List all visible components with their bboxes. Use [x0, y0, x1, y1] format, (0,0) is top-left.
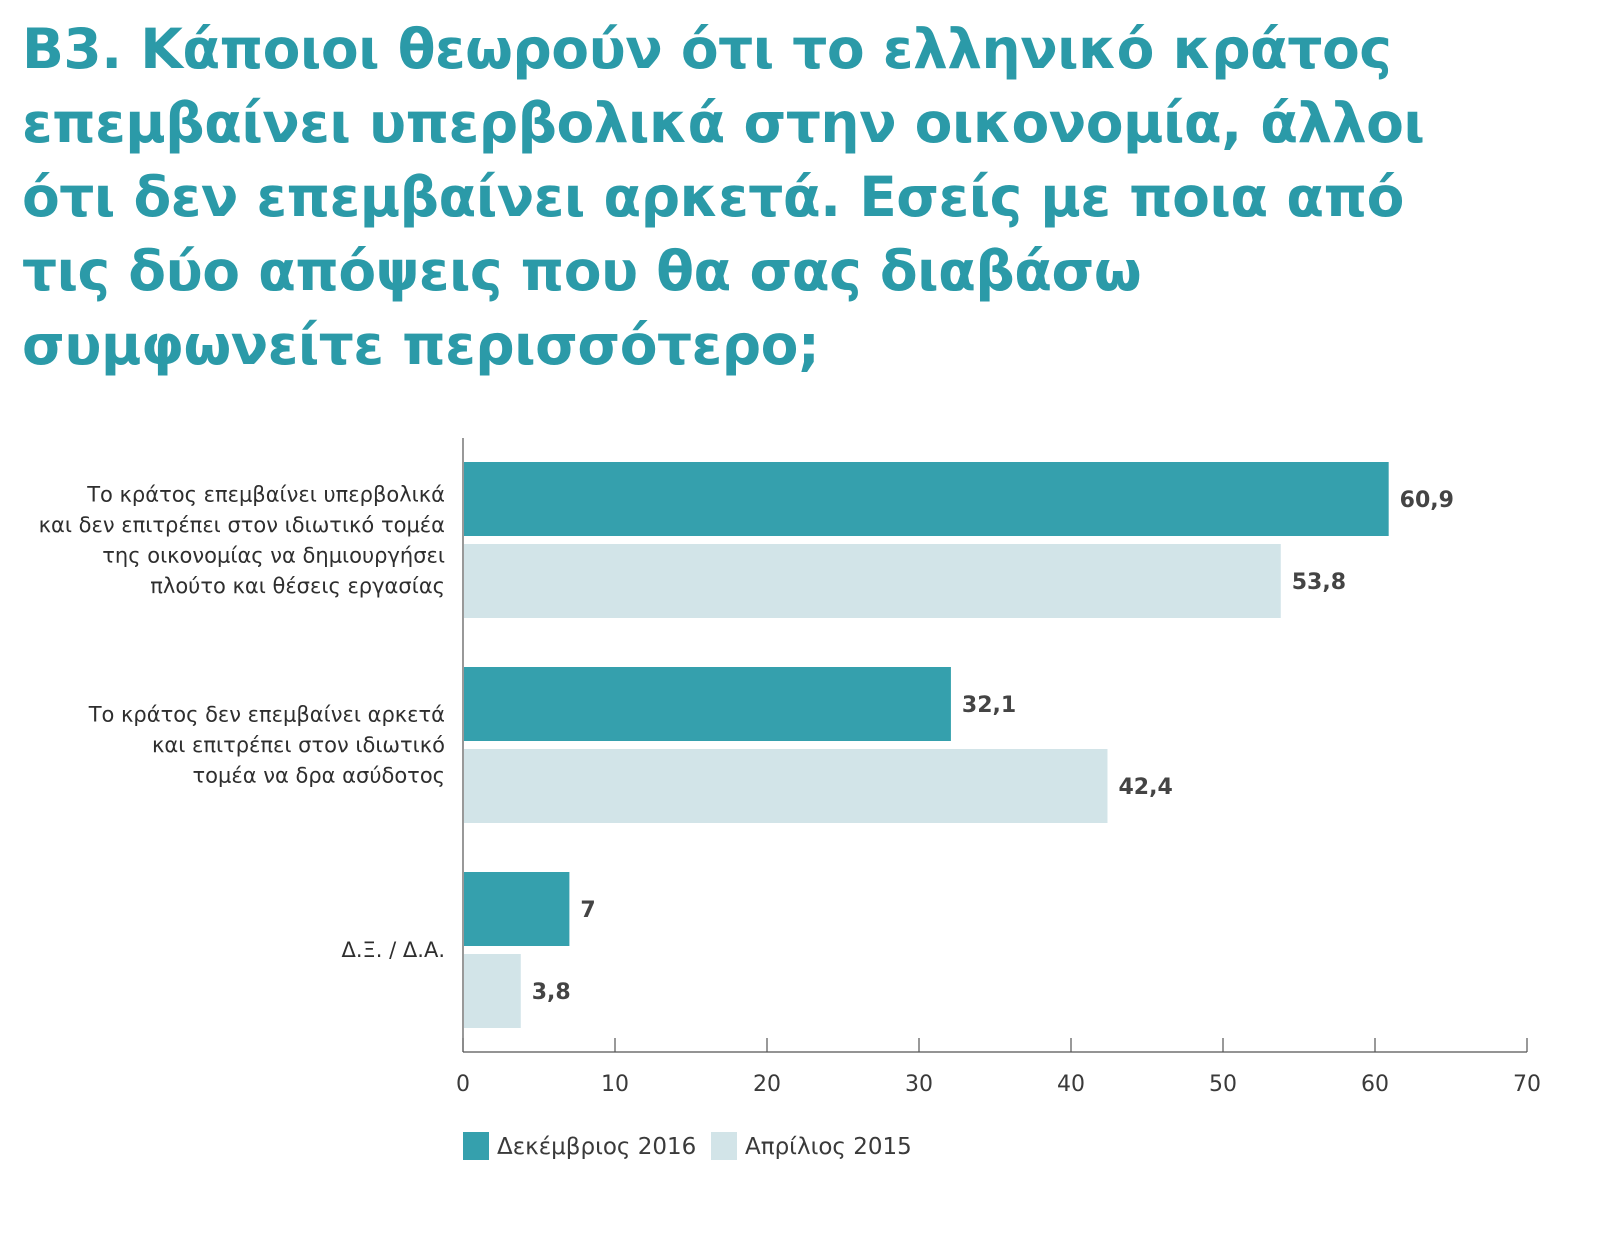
x-tick-label-50: 50: [1209, 1072, 1237, 1097]
bar-apr2015-2: [464, 954, 521, 1028]
legend-label-apr2015: Απρίλιος 2015: [745, 1134, 912, 1160]
x-tick-label-20: 20: [753, 1072, 781, 1097]
category-label-2: Δ.Ξ. / Δ.Α.: [342, 938, 446, 962]
bar-dec2016-2: [464, 872, 570, 946]
chart-title: B3. Κάποιοι θεωρούν ότι το ελληνικό κράτ…: [22, 17, 1425, 377]
bar-dec2016-1: [464, 667, 951, 741]
category-label-1: Το κράτος δεν επεμβαίνει αρκετά και επιτρ…: [88, 703, 445, 788]
legend-swatch-apr2015: [711, 1132, 737, 1160]
bar-apr2015-1: [464, 749, 1108, 823]
value-label-dec2016-0: 60,9: [1400, 488, 1454, 513]
x-tick-label-60: 60: [1361, 1072, 1389, 1097]
value-label-dec2016-2: 7: [580, 898, 595, 923]
value-label-dec2016-1: 32,1: [962, 693, 1016, 718]
x-tick-label-30: 30: [905, 1072, 933, 1097]
value-label-apr2015-1: 42,4: [1118, 775, 1172, 800]
bar-dec2016-0: [464, 462, 1389, 536]
value-label-apr2015-0: 53,8: [1292, 570, 1346, 595]
legend-swatch-dec2016: [463, 1132, 489, 1160]
x-tick-label-10: 10: [601, 1072, 629, 1097]
x-tick-label-70: 70: [1513, 1072, 1541, 1097]
value-label-apr2015-2: 3,8: [532, 980, 571, 1005]
x-tick-label-0: 0: [456, 1072, 470, 1097]
bar-apr2015-0: [464, 544, 1281, 618]
legend-label-dec2016: Δεκέμβριος 2016: [497, 1134, 696, 1160]
category-label-0: Το κράτος επεμβαίνει υπερβολικά και δεν ε…: [39, 482, 445, 598]
x-tick-label-40: 40: [1057, 1072, 1085, 1097]
